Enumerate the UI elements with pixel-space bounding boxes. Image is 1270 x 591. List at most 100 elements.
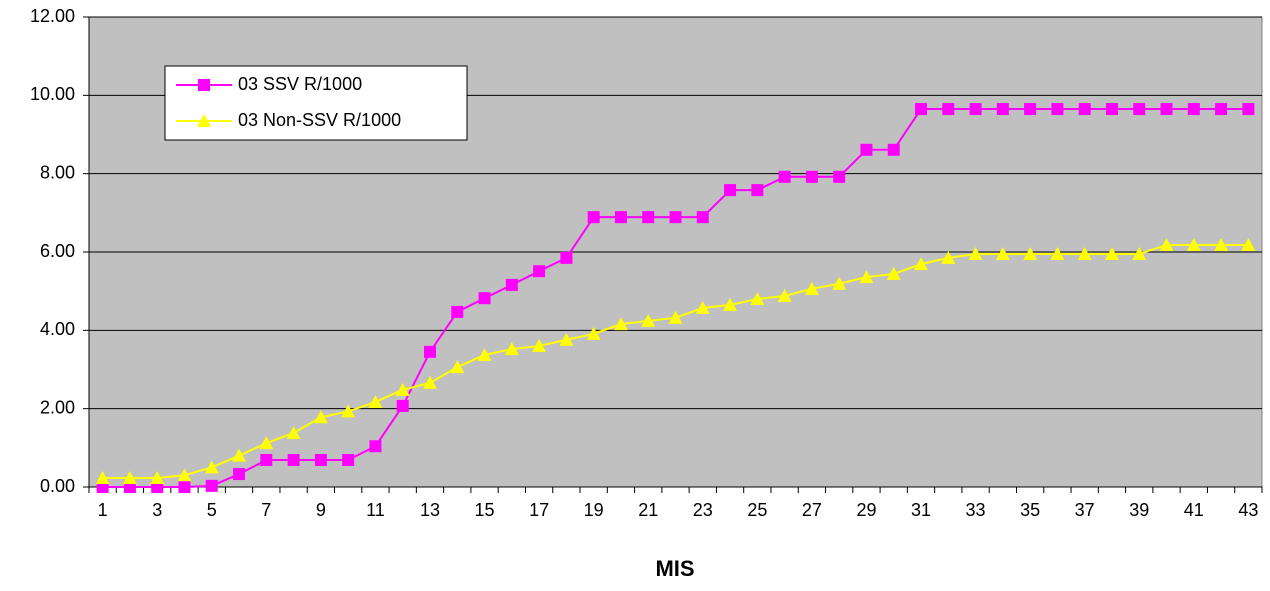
x-tick-label: 39 xyxy=(1129,500,1149,520)
legend-label: 03 SSV R/1000 xyxy=(238,74,362,94)
legend-marker xyxy=(198,79,210,91)
data-point xyxy=(969,103,982,116)
x-tick-label: 35 xyxy=(1020,500,1040,520)
data-point xyxy=(1132,246,1147,260)
data-point xyxy=(233,468,246,481)
data-point xyxy=(232,448,247,462)
data-point xyxy=(968,246,983,260)
x-tick-label: 43 xyxy=(1238,500,1258,520)
y-tick-label: 6.00 xyxy=(40,241,75,261)
data-point xyxy=(804,281,819,295)
data-point xyxy=(613,317,628,331)
x-tick-label: 3 xyxy=(152,500,162,520)
data-point xyxy=(669,211,682,224)
x-tick-label: 5 xyxy=(207,500,217,520)
data-point xyxy=(614,211,627,224)
x-tick-label: 7 xyxy=(261,500,271,520)
data-point xyxy=(151,481,164,493)
data-point xyxy=(477,348,492,362)
data-point xyxy=(504,342,519,356)
data-point xyxy=(150,470,165,484)
x-tick-label: 11 xyxy=(366,500,385,520)
data-point xyxy=(941,250,956,264)
x-tick-label: 21 xyxy=(638,500,658,520)
data-point xyxy=(423,345,436,358)
x-tick-label: 29 xyxy=(856,500,876,520)
data-point xyxy=(832,276,847,290)
data-point xyxy=(123,481,136,493)
x-axis-label: MIS xyxy=(655,556,694,581)
data-point xyxy=(95,470,110,484)
data-point xyxy=(395,382,410,396)
y-tick-label: 10.00 xyxy=(30,84,75,104)
data-point xyxy=(915,103,928,116)
data-point xyxy=(368,395,383,409)
data-point xyxy=(860,143,873,156)
data-point xyxy=(1078,103,1091,116)
data-point xyxy=(342,453,355,466)
data-point xyxy=(586,326,601,340)
data-point xyxy=(1105,103,1118,116)
x-tick-label: 1 xyxy=(98,500,108,520)
x-tick-label: 23 xyxy=(693,500,713,520)
data-point xyxy=(696,211,709,224)
data-point xyxy=(995,246,1010,260)
data-point xyxy=(369,440,382,453)
data-point xyxy=(805,170,818,183)
data-point xyxy=(478,292,491,305)
x-tick-label: 33 xyxy=(966,500,986,520)
data-point xyxy=(886,266,901,280)
data-point xyxy=(286,425,301,439)
data-point xyxy=(533,265,546,278)
data-point xyxy=(532,339,547,352)
y-tick-label: 0.00 xyxy=(40,476,75,496)
data-point xyxy=(204,460,219,474)
data-point xyxy=(205,479,218,492)
data-point xyxy=(641,313,656,327)
data-point xyxy=(859,270,874,284)
data-point xyxy=(1242,103,1255,116)
data-point xyxy=(177,468,192,482)
data-point xyxy=(1104,246,1119,260)
data-point xyxy=(178,481,191,493)
data-point xyxy=(313,410,328,424)
x-tick-label: 37 xyxy=(1075,500,1095,520)
data-point xyxy=(833,170,846,183)
data-point xyxy=(450,360,465,374)
data-point xyxy=(1024,103,1037,116)
x-tick-label: 9 xyxy=(316,500,326,520)
data-point xyxy=(723,297,738,311)
data-point xyxy=(642,211,655,224)
legend-label: 03 Non-SSV R/1000 xyxy=(238,110,401,130)
data-point xyxy=(1133,103,1146,116)
data-point xyxy=(122,470,137,484)
y-tick-label: 2.00 xyxy=(40,397,75,417)
data-point xyxy=(1050,246,1065,260)
data-point xyxy=(96,481,109,493)
data-point xyxy=(750,292,765,305)
data-point xyxy=(587,211,600,224)
data-point xyxy=(341,404,356,418)
data-point xyxy=(451,305,464,318)
x-tick-label: 41 xyxy=(1184,500,1204,520)
data-point xyxy=(287,453,300,466)
data-point xyxy=(942,103,955,116)
data-point xyxy=(1215,103,1228,116)
data-point xyxy=(1160,103,1173,116)
data-point xyxy=(1023,246,1038,260)
data-point xyxy=(396,399,409,412)
data-point xyxy=(695,301,710,315)
x-tick-label: 19 xyxy=(584,500,604,520)
data-point xyxy=(777,288,792,302)
data-point xyxy=(996,103,1009,116)
data-point xyxy=(259,436,274,450)
legend xyxy=(164,65,468,141)
x-tick-label: 13 xyxy=(420,500,440,520)
data-point xyxy=(751,184,764,197)
data-point xyxy=(1159,237,1174,251)
data-point xyxy=(668,310,683,324)
x-tick-label: 27 xyxy=(802,500,822,520)
data-point xyxy=(260,453,273,466)
data-point xyxy=(560,251,573,264)
data-point xyxy=(1214,237,1229,251)
